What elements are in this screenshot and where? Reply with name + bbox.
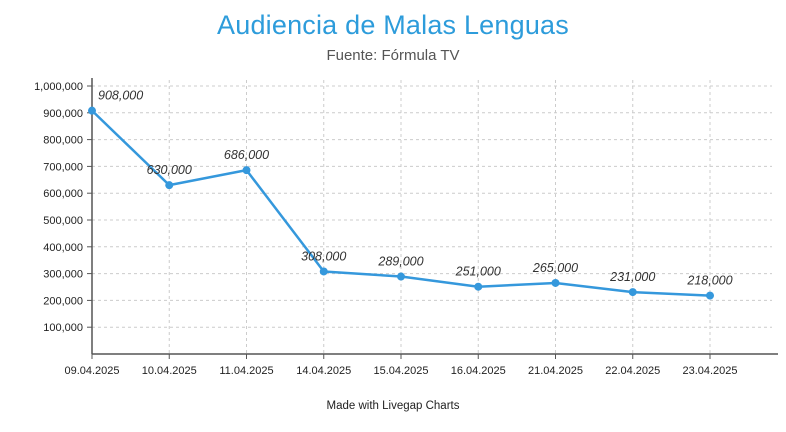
data-point-label: 218,000 <box>686 274 732 288</box>
chart-subtitle: Fuente: Fórmula TV <box>326 47 460 64</box>
y-axis-tick-label: 800,000 <box>43 135 83 147</box>
data-point-label: 686,000 <box>224 148 269 162</box>
x-axis-tick-label: 15.04.2025 <box>373 365 428 377</box>
data-point <box>88 106 96 115</box>
data-point <box>242 166 251 175</box>
y-axis-tick-label: 400,000 <box>43 242 83 254</box>
x-axis-tick-label: 16.04.2025 <box>451 365 506 377</box>
chart-title: Audiencia de Malas Lenguas <box>217 10 569 40</box>
data-point-label: 231,000 <box>609 270 655 284</box>
chart-area: 100,000 200,000 300,000 400,000 500,000 600,0… <box>0 66 786 396</box>
y-axis-tick-label: 300,000 <box>43 269 83 281</box>
x-axis-tick-label: 09.04.2025 <box>64 365 119 377</box>
y-axis-tick-label: 500,000 <box>43 215 83 227</box>
chart-credit: Made with Livegap Charts <box>326 400 460 412</box>
y-axis-tick-label: 200,000 <box>43 295 83 307</box>
line-chart: 100,000 200,000 300,000 400,000 500,000 600,0… <box>34 78 778 377</box>
data-point <box>706 291 714 300</box>
x-axis-tick-label: 22.04.2025 <box>605 365 660 377</box>
x-axis-tick-label: 21.04.2025 <box>528 365 583 377</box>
data-point <box>397 272 405 281</box>
data-point-label: 308,000 <box>301 249 346 263</box>
data-point <box>628 288 637 297</box>
data-point <box>474 282 483 291</box>
data-point-label: 251,000 <box>455 265 501 279</box>
x-axis-tick-label: 14.04.2025 <box>296 365 351 377</box>
data-point <box>165 181 174 190</box>
y-axis-tick-label: 100,000 <box>43 322 83 334</box>
data-point-label: 265,000 <box>532 261 578 275</box>
data-point <box>551 278 560 287</box>
data-point <box>319 267 328 276</box>
data-point-label: 908,000 <box>98 89 143 103</box>
x-axis-tick-label: 11.04.2025 <box>219 365 273 377</box>
x-axis-tick-label: 23.04.2025 <box>682 365 737 377</box>
y-axis-tick-label: 900,000 <box>43 108 83 120</box>
y-axis-tick-label: 700,000 <box>43 161 83 173</box>
data-point-label: 289,000 <box>377 255 423 269</box>
data-point-label: 630,000 <box>147 163 192 177</box>
y-axis-tick-label: 1,000,000 <box>34 81 83 93</box>
y-axis-tick-label: 600,000 <box>43 188 83 200</box>
x-axis-tick-label: 10.04.2025 <box>142 365 197 377</box>
